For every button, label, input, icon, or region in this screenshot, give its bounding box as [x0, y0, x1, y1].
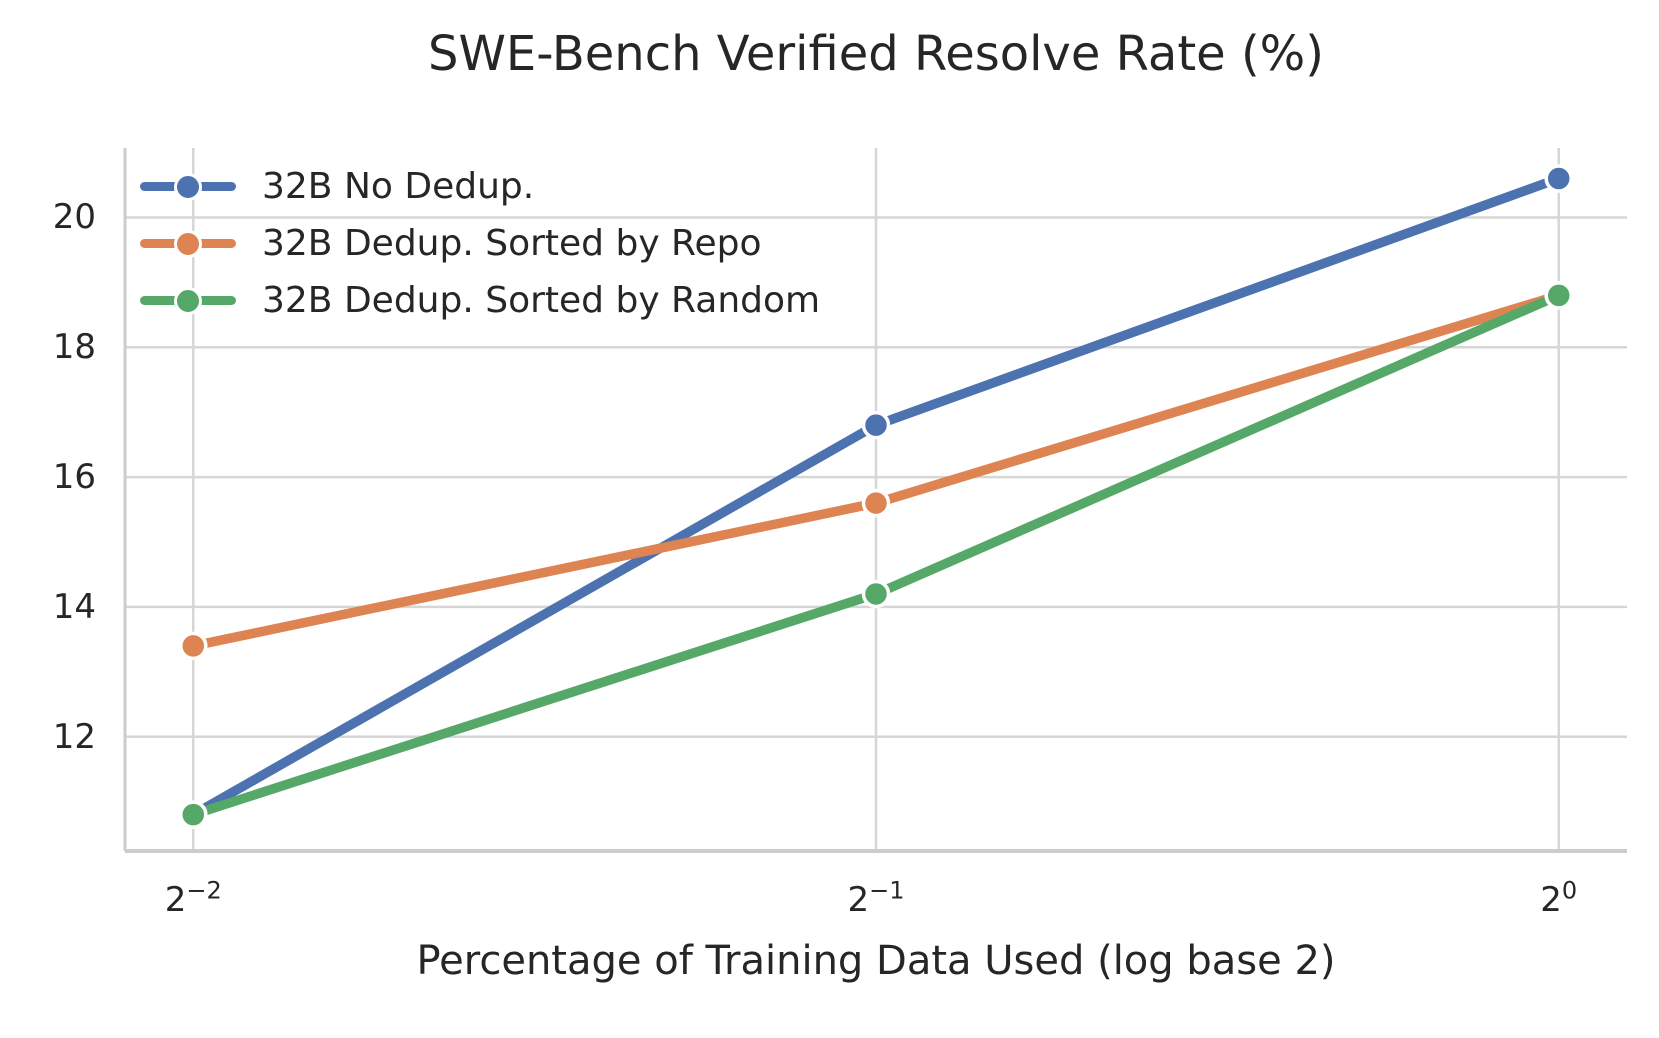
legend-dot-marker [174, 172, 202, 201]
y-tick-label: 16 [52, 457, 96, 498]
data-point-marker [861, 410, 891, 440]
legend-item: 32B No Dedup. [140, 165, 820, 208]
legend-line-marker [140, 286, 236, 315]
legend-dot-marker [174, 286, 202, 315]
x-tick-label: 20 [1540, 876, 1578, 920]
legend-label: 32B Dedup. Sorted by Repo [262, 223, 762, 264]
data-point-marker [861, 579, 891, 609]
y-tick-label: 20 [52, 197, 96, 238]
legend-line-marker [140, 172, 236, 201]
legend-line-marker [140, 229, 236, 258]
y-tick-label: 14 [52, 586, 96, 627]
y-tick-label: 12 [52, 716, 96, 757]
legend-dot-marker [174, 229, 202, 258]
x-axis-label: Percentage of Training Data Used (log ba… [416, 938, 1336, 984]
legend-label: 32B Dedup. Sorted by Random [262, 280, 821, 321]
data-point-marker [861, 488, 891, 518]
legend: 32B No Dedup. 32B Dedup. Sorted by Repo 32… [140, 165, 820, 336]
legend-item: 32B Dedup. Sorted by Random [140, 279, 820, 322]
data-point-marker [179, 800, 208, 829]
data-point-marker [1544, 281, 1573, 310]
legend-item: 32B Dedup. Sorted by Repo [140, 222, 820, 265]
data-point-marker [179, 631, 208, 661]
data-point-marker [1544, 164, 1573, 193]
y-tick-label: 18 [52, 327, 96, 368]
chart-title: SWE-Bench Verified Resolve Rate (%) [427, 26, 1325, 82]
legend-label: 32B No Dedup. [262, 166, 535, 207]
x-tick-label: 2−2 [164, 876, 222, 920]
x-tick-label: 2−1 [847, 876, 905, 920]
